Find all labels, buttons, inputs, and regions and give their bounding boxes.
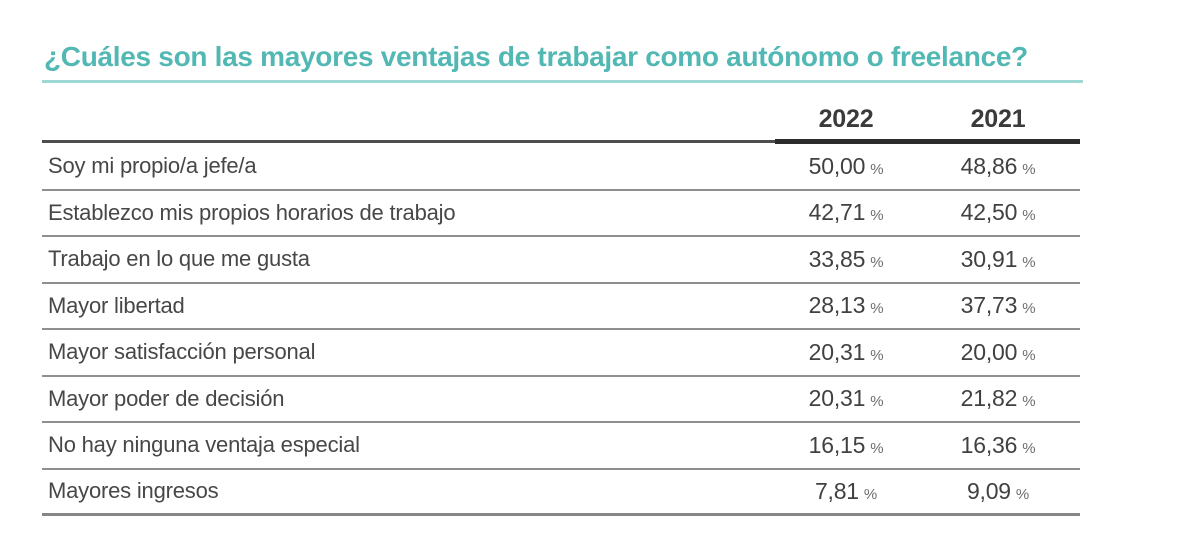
value-number: 20,00 <box>960 338 1018 365</box>
value-number: 30,91 <box>960 245 1018 272</box>
percent-sign: % <box>870 207 884 225</box>
percent-sign: % <box>1022 207 1036 225</box>
percent-sign: % <box>1015 485 1030 503</box>
table-body: Soy mi propio/a jefe/a 50,00% 48,86% Establ… <box>42 144 1080 516</box>
value-number: 50,00 <box>808 152 866 179</box>
table-row: Mayor satisfacción personal 20,31% 20,00% <box>42 330 1080 377</box>
value-number: 7,81 <box>814 477 859 504</box>
percent-sign: % <box>870 160 884 178</box>
row-value-2022: 7,81% <box>770 478 922 505</box>
row-label: No hay ninguna ventaja especial <box>48 432 360 458</box>
percent-sign: % <box>870 439 884 457</box>
value-number: 9,09 <box>966 477 1011 504</box>
row-value-2022: 33,85% <box>770 246 922 273</box>
value-number: 28,13 <box>808 292 866 319</box>
value-number: 20,31 <box>808 385 866 412</box>
row-value-2021: 9,09% <box>922 478 1074 505</box>
table-row: Mayor libertad 28,13% 37,73% <box>42 284 1080 330</box>
column-header-2021: 2021 <box>970 105 1026 133</box>
column-header-2022: 2022 <box>818 105 874 133</box>
value-number: 16,36 <box>960 431 1018 458</box>
header-divider-left-segment <box>42 140 775 143</box>
table-row: Mayores ingresos 7,81% 9,09% <box>42 470 1080 516</box>
title-underline <box>42 80 1083 83</box>
percent-sign: % <box>1022 346 1036 364</box>
percent-sign: % <box>1022 300 1036 318</box>
percent-sign: % <box>1022 393 1036 411</box>
percent-sign: % <box>870 393 884 411</box>
advantages-table: 2022 2021 Soy mi propio/a jefe/a 50,00% 48… <box>42 100 1080 516</box>
header-divider-right-segment <box>775 139 1080 144</box>
table-row: Establezco mis propios horarios de traba… <box>42 191 1080 237</box>
table-row: No hay ninguna ventaja especial 16,15% 16,… <box>42 423 1080 470</box>
row-value-2022: 42,71% <box>770 199 922 226</box>
value-number: 16,15 <box>808 431 866 458</box>
page-title: ¿Cuáles son las mayores ventajas de trab… <box>44 41 1028 72</box>
row-value-2022: 28,13% <box>770 292 922 319</box>
percent-sign: % <box>863 485 878 503</box>
row-value-2022: 20,31% <box>770 385 922 412</box>
row-value-2021: 42,50% <box>922 199 1074 226</box>
percent-sign: % <box>1022 253 1036 271</box>
row-label: Mayor satisfacción personal <box>48 339 316 365</box>
percent-sign: % <box>870 300 884 318</box>
value-number: 21,82 <box>960 385 1018 412</box>
row-value-2021: 20,00% <box>922 339 1074 366</box>
table-header-row: 2022 2021 <box>42 100 1080 139</box>
value-number: 20,31 <box>808 338 866 365</box>
row-label: Mayor poder de decisión <box>48 385 285 411</box>
value-number: 33,85 <box>808 245 866 272</box>
percent-sign: % <box>1022 160 1036 178</box>
row-label: Soy mi propio/a jefe/a <box>48 153 257 179</box>
row-value-2021: 21,82% <box>922 385 1074 412</box>
value-number: 42,71 <box>808 199 866 226</box>
table-row: Soy mi propio/a jefe/a 50,00% 48,86% <box>42 144 1080 191</box>
row-label: Trabajo en lo que me gusta <box>48 246 310 272</box>
row-value-2021: 48,86% <box>922 153 1074 180</box>
row-value-2021: 37,73% <box>922 292 1074 319</box>
row-value-2022: 16,15% <box>770 432 922 459</box>
row-value-2022: 50,00% <box>770 153 922 180</box>
table-row: Trabajo en lo que me gusta 33,85% 30,91% <box>42 237 1080 284</box>
percent-sign: % <box>870 346 884 364</box>
percent-sign: % <box>1022 439 1036 457</box>
value-number: 42,50 <box>960 199 1018 226</box>
table-row: Mayor poder de decisión 20,31% 21,82% <box>42 377 1080 423</box>
row-label: Establezco mis propios horarios de traba… <box>48 199 456 225</box>
row-label: Mayores ingresos <box>48 478 219 504</box>
percent-sign: % <box>870 253 884 271</box>
row-value-2021: 30,91% <box>922 246 1074 273</box>
row-value-2021: 16,36% <box>922 432 1074 459</box>
row-value-2022: 20,31% <box>770 339 922 366</box>
row-label: Mayor libertad <box>48 292 185 318</box>
value-number: 37,73 <box>960 292 1018 319</box>
value-number: 48,86 <box>960 152 1018 179</box>
header-divider <box>42 139 1080 144</box>
